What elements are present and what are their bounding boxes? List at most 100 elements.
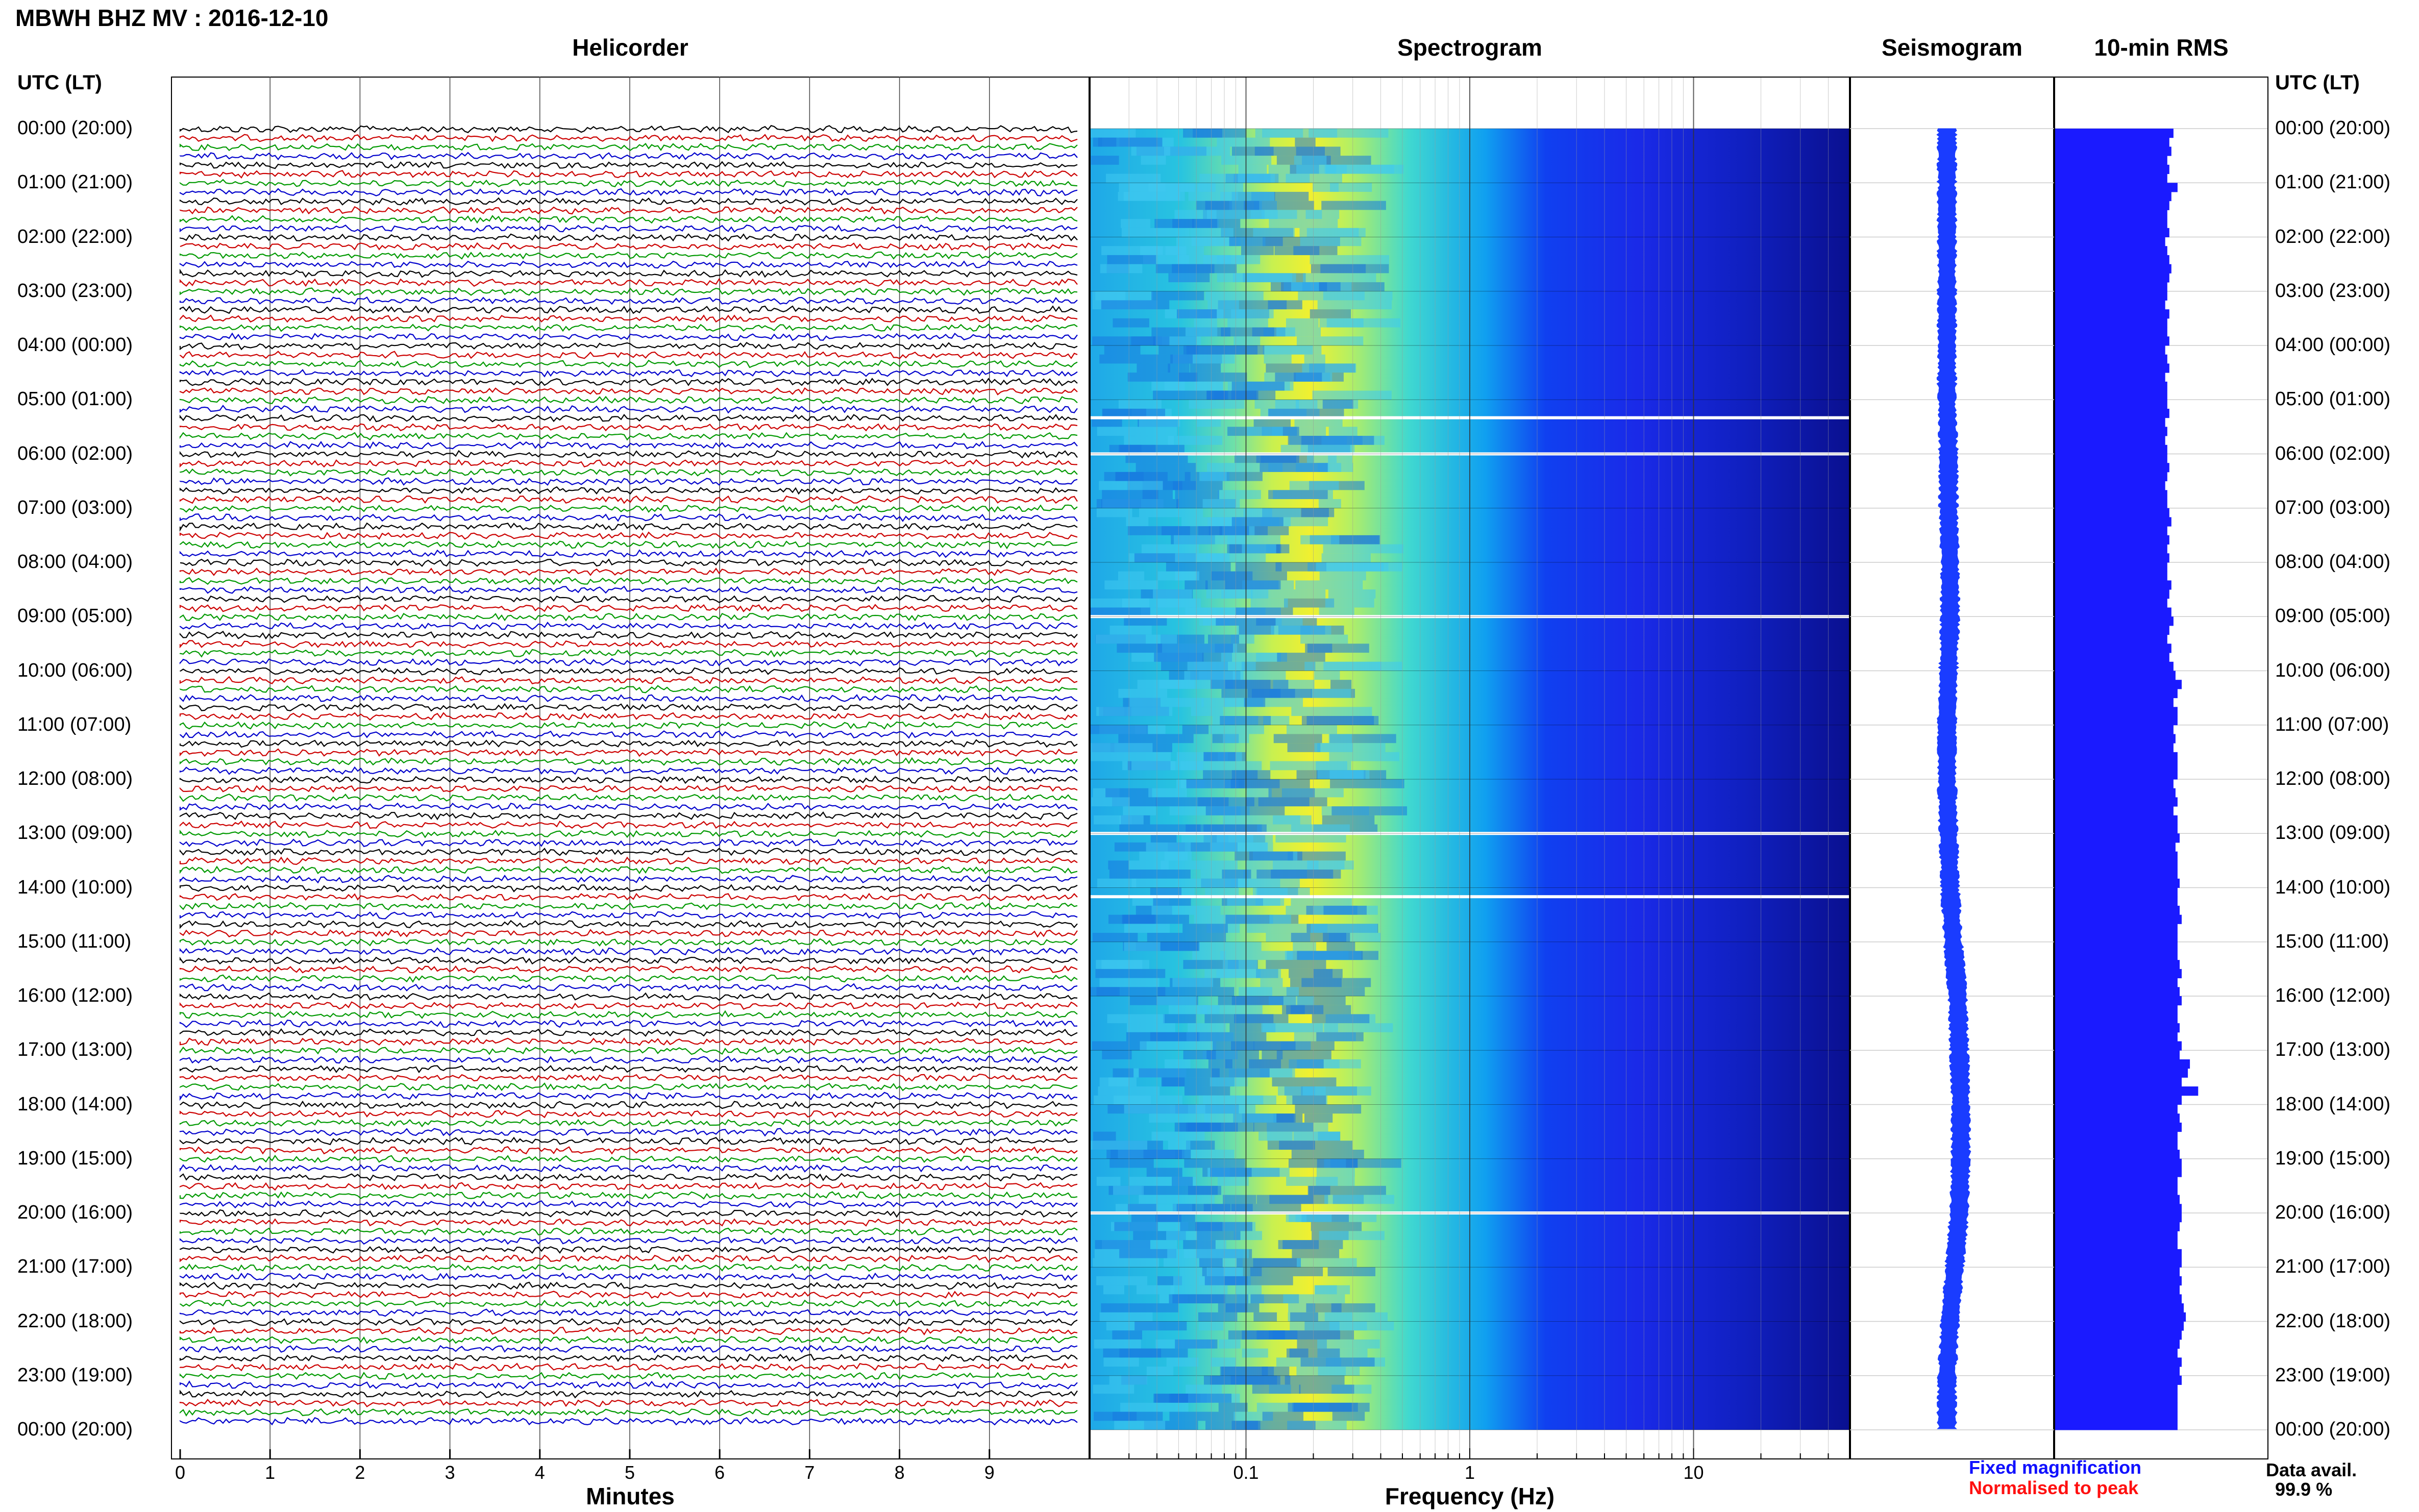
helicorder-trace: [179, 1037, 1078, 1046]
spectrogram-cell: [1206, 1267, 1243, 1276]
helicorder-trace: [179, 1308, 1078, 1317]
legend-normalised-to-peak: Normalised to peak: [1969, 1477, 2139, 1498]
spectrogram-cell: [1109, 1375, 1147, 1385]
helicorder-trace: [179, 378, 1078, 386]
helicorder-trace: [179, 902, 1078, 910]
spectrogram-cell: [1166, 1357, 1199, 1367]
spectrogram-cell: [1092, 417, 1122, 427]
spectrogram-cell: [1290, 1312, 1318, 1322]
spectrogram-cell: [1317, 1339, 1380, 1349]
rms-bar: [2054, 1231, 2178, 1241]
time-label: 22:00 (18:00): [2275, 1310, 2391, 1332]
spectrogram-cell: [1316, 562, 1389, 572]
helicorder-trace: [179, 504, 1078, 513]
time-label: 09:00 (05:00): [2275, 605, 2391, 627]
rms-bar: [2054, 508, 2169, 517]
time-label: 17:00 (13:00): [2275, 1039, 2391, 1061]
spectrogram-cell: [1296, 336, 1364, 345]
spectrogram-cell: [1275, 833, 1346, 842]
spectrogram-cell: [1195, 1104, 1255, 1114]
spectrogram-cell: [1319, 318, 1364, 328]
spectrogram-cell: [1218, 1402, 1248, 1412]
helicorder-x-label: Minutes: [586, 1483, 675, 1509]
spectrogram-cell: [1127, 354, 1193, 364]
rms-bar: [2054, 1077, 2182, 1087]
spectrogram-cell: [1252, 327, 1274, 337]
helicorder-trace: [179, 368, 1078, 378]
rms-bar: [2054, 1023, 2180, 1033]
helicorder-trace: [179, 1362, 1078, 1372]
helicorder-trace: [179, 1055, 1078, 1064]
helicorder-trace: [179, 1254, 1078, 1263]
rms-bar: [2054, 535, 2169, 545]
spectrogram-cell: [1318, 499, 1341, 508]
spectrogram-cell: [1092, 933, 1138, 942]
spectrogram-cell: [1239, 625, 1274, 635]
spectrogram-cell: [1197, 417, 1221, 427]
rms-bar: [2054, 924, 2178, 933]
spectrogram-cell: [1125, 454, 1188, 463]
helicorder-trace: [179, 260, 1078, 269]
rms-frame: [2054, 77, 2268, 1459]
helicorder-trace: [179, 332, 1078, 341]
helicorder-trace: [179, 631, 1078, 640]
seismogram-trace: [1936, 128, 1971, 1429]
helicorder-plot: [171, 77, 1090, 1459]
spectrogram-plot: [1090, 77, 1850, 1459]
spectrogram-cell: [1109, 1158, 1154, 1168]
rms-bar: [2054, 643, 2171, 653]
spectrogram-x-label: Frequency (Hz): [1385, 1483, 1555, 1509]
spectrogram-cell: [1129, 698, 1204, 707]
spectrogram-cell: [1119, 1249, 1176, 1258]
helicorder-trace: [179, 1019, 1078, 1028]
spectrogram-cell: [1319, 607, 1354, 617]
spectrogram-cell: [1095, 969, 1166, 978]
helicorder-trace: [179, 694, 1078, 703]
time-label: 00:00 (20:00): [17, 117, 133, 139]
spectrogram-cell: [1277, 653, 1325, 662]
rms-bar: [2054, 653, 2169, 662]
spectrogram-cell: [1153, 1394, 1232, 1403]
helicorder-trace: [179, 161, 1078, 169]
spectrogram-cell: [1249, 851, 1293, 861]
rms-bar: [2054, 815, 2178, 825]
rms-bar: [2054, 544, 2167, 554]
helicorder-trace: [179, 215, 1078, 224]
helicorder-trace: [179, 649, 1078, 658]
helicorder-trace: [179, 477, 1078, 486]
helicorder-trace: [179, 956, 1078, 965]
rms-bar: [2054, 264, 2171, 274]
helicorder-trace: [179, 929, 1078, 938]
rms-bar: [2054, 228, 2169, 237]
helicorder-trace: [179, 206, 1078, 215]
rms-bar: [2054, 788, 2176, 798]
rms-bar: [2054, 761, 2178, 771]
spectrogram-cell: [1197, 1231, 1241, 1241]
spectrogram-cell: [1279, 1141, 1352, 1150]
spectrogram-cell: [1221, 1367, 1274, 1376]
spectrogram-cell: [1232, 273, 1293, 283]
rms-bar: [2054, 1321, 2184, 1331]
spectrogram-cell: [1300, 535, 1340, 544]
spectrogram-cell: [1120, 1402, 1189, 1412]
helicorder-trace: [179, 1082, 1078, 1092]
spectrogram-cell: [1096, 707, 1173, 716]
spectrogram-cell: [1206, 1050, 1259, 1059]
rms-bar: [2054, 1276, 2182, 1286]
helicorder-frame: [171, 77, 1090, 1459]
helicorder-trace: [179, 577, 1078, 585]
helicorder-trace: [179, 739, 1078, 748]
rms-bar: [2054, 1104, 2178, 1114]
rms-bar: [2054, 210, 2167, 219]
spectrogram-cell: [1255, 129, 1303, 138]
spectrogram-cell: [1236, 607, 1293, 617]
rms-bar: [2054, 625, 2169, 635]
spectrogram-cell: [1123, 191, 1185, 201]
helicorder-trace: [179, 911, 1078, 920]
spectrogram-cell: [1119, 824, 1201, 834]
spectrogram-cell: [1202, 499, 1240, 508]
spectrogram-cell: [1330, 680, 1352, 689]
spectrogram-cell: [1258, 1131, 1340, 1141]
spectrogram-cell: [1157, 643, 1233, 653]
rms-bar: [2054, 671, 2176, 680]
